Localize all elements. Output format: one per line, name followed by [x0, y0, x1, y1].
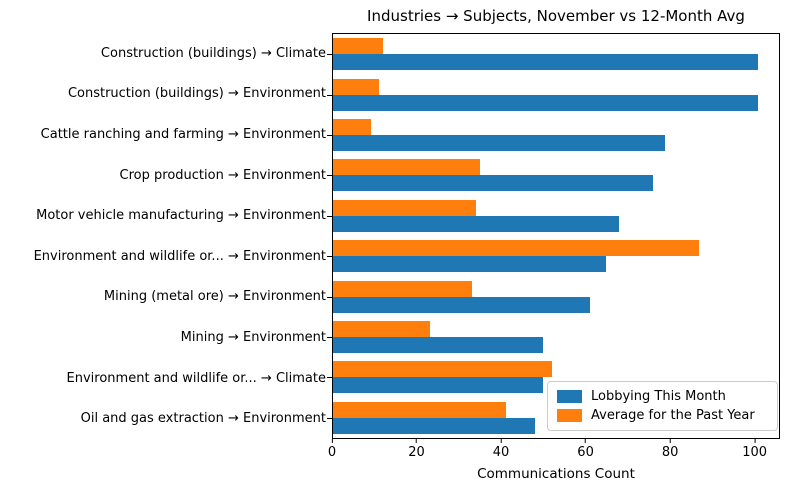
x-tick: 60: [577, 439, 594, 460]
x-tick-mark: [754, 439, 756, 443]
y-tick-label: Environment and wildlife or... → Environ…: [33, 248, 326, 264]
bar-this-month: [333, 215, 620, 232]
legend-label: Lobbying This Month: [591, 389, 726, 404]
x-tick-label: 20: [408, 445, 425, 460]
bar-this-month: [333, 54, 758, 71]
bar-this-month: [333, 256, 607, 273]
legend-swatch-orange: [557, 409, 582, 422]
bar-average: [333, 119, 371, 136]
x-tick-mark: [669, 439, 671, 443]
category-row: [327, 236, 779, 276]
category-row: [327, 196, 779, 236]
y-tick-label: Cattle ranching and farming → Environmen…: [40, 126, 326, 142]
x-tick-label: 80: [661, 445, 679, 460]
x-tick-mark: [585, 439, 587, 443]
bar-this-month: [333, 94, 758, 111]
x-tick-label: 40: [492, 445, 510, 460]
y-tick-label: Construction (buildings) → Climate: [100, 45, 326, 61]
bar-average: [333, 321, 430, 338]
x-tick: 0: [328, 439, 336, 460]
x-axis-title: Communications Count: [477, 466, 635, 482]
x-tick: 80: [661, 439, 679, 460]
bar-average: [333, 240, 700, 257]
y-tick-label: Crop production → Environment: [119, 167, 326, 183]
plot-area: [327, 33, 780, 439]
category-row: [327, 317, 779, 357]
bar-average: [333, 78, 380, 95]
x-tick-label: 100: [742, 445, 768, 460]
bar-average: [333, 401, 506, 418]
y-tick-label: Oil and gas extraction → Environment: [80, 411, 326, 427]
x-tick-label: 60: [577, 445, 594, 460]
category-row: [327, 115, 779, 155]
x-tick-mark: [416, 439, 418, 443]
y-tick-label: Mining (metal ore) → Environment: [103, 289, 326, 305]
bar-this-month: [333, 296, 590, 313]
x-tick-label: 0: [327, 445, 337, 460]
x-tick-mark: [500, 439, 502, 443]
bar-average: [333, 38, 384, 55]
x-tick: 40: [492, 439, 510, 460]
y-tick-label: Environment and wildlife or... → Climate: [66, 370, 326, 386]
x-axis: 0 20 40 60 80 100: [328, 439, 780, 465]
x-tick: 20: [408, 439, 425, 460]
y-tick-label: Mining → Environment: [180, 329, 326, 345]
y-tick-label: Motor vehicle manufacturing → Environmen…: [36, 208, 326, 224]
legend-swatch-blue: [557, 390, 582, 403]
y-tick-label: Construction (buildings) → Environment: [67, 86, 326, 102]
x-tick-mark: [331, 439, 333, 443]
legend-label: Average for the Past Year: [591, 408, 755, 423]
category-row: [327, 34, 779, 74]
category-row: [327, 276, 779, 316]
bar-this-month: [333, 175, 653, 192]
category-row: [327, 357, 779, 397]
bar-this-month: [333, 417, 535, 434]
bar-this-month: [333, 135, 666, 152]
bar-this-month: [333, 337, 544, 354]
legend: Lobbying This Month Average for the Past…: [547, 381, 778, 431]
bar-average: [333, 280, 472, 297]
chart-title: Industries → Subjects, November vs 12-Mo…: [367, 7, 745, 25]
x-tick: 100: [742, 439, 767, 460]
legend-item-average-past-year: Average for the Past Year: [557, 408, 768, 423]
y-axis-labels: Construction (buildings) → Climate Constr…: [0, 33, 326, 439]
bar-this-month: [333, 377, 544, 394]
bar-average: [333, 361, 552, 378]
bar-average: [333, 199, 477, 216]
category-row: [327, 155, 779, 195]
bar-average: [333, 159, 481, 176]
category-row: [327, 74, 779, 114]
category-row: [327, 398, 779, 438]
legend-item-lobbying-this-month: Lobbying This Month: [557, 389, 768, 404]
